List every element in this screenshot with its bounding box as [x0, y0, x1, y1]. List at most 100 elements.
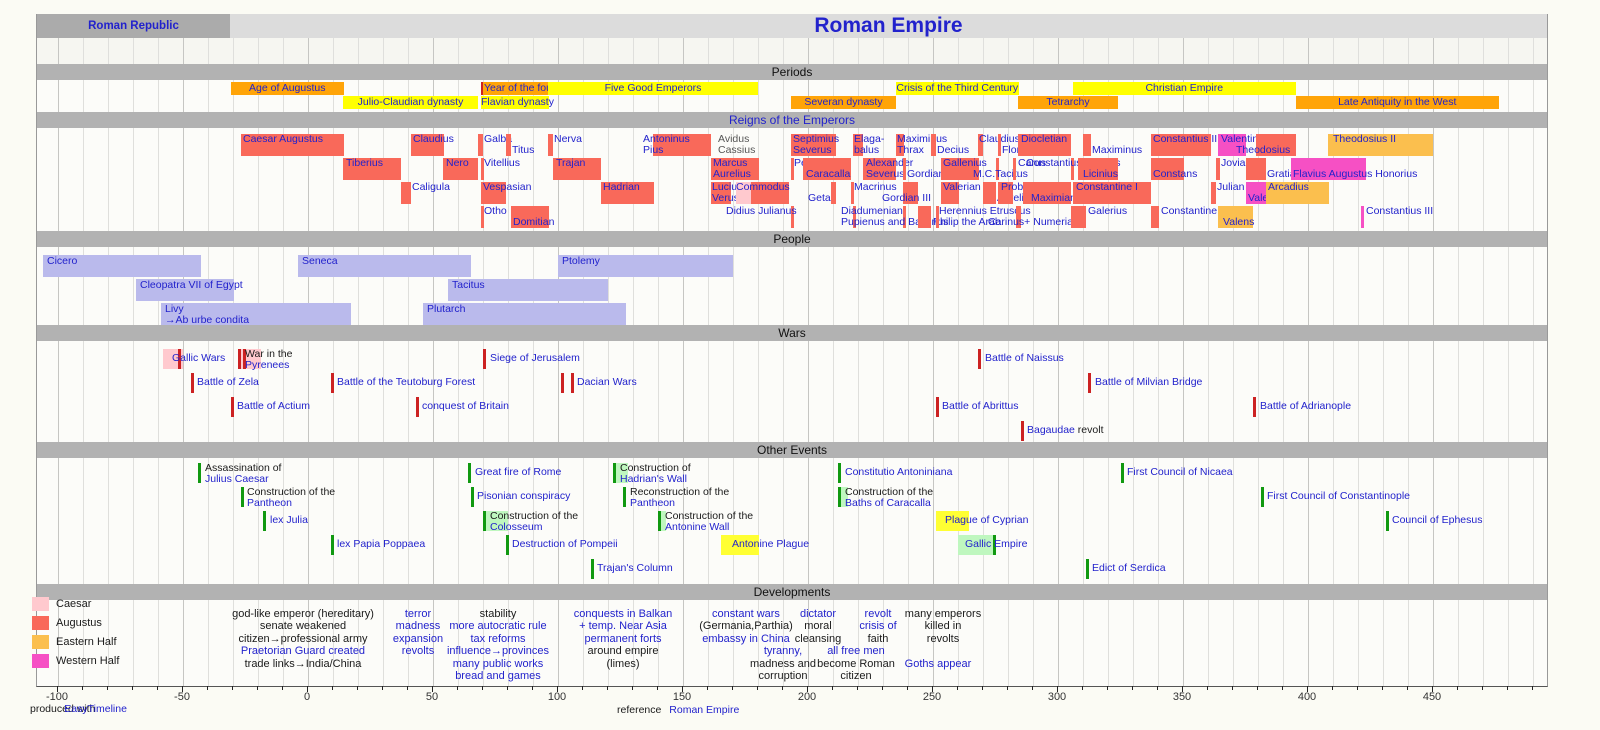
label-text[interactable]: Licinius: [1083, 168, 1119, 180]
development-line[interactable]: revolt: [864, 608, 892, 620]
event-label[interactable]: Construction of the Colosseum: [490, 511, 578, 533]
label-text[interactable]: Caesar Augustus: [243, 133, 323, 145]
label-text[interactable]: Diadumenian: [841, 205, 903, 217]
label-text[interactable]: Claudius: [413, 133, 454, 145]
label-text[interactable]: Nerva: [554, 133, 583, 145]
development-line[interactable]: revolts: [401, 645, 435, 658]
label-text[interactable]: Severus: [793, 144, 832, 156]
label-text[interactable]: Didius Julianus: [726, 205, 797, 217]
label-text[interactable]: Theodosius II: [1333, 133, 1397, 145]
event-label[interactable]: Edict of Serdica: [1092, 563, 1166, 574]
label-text[interactable]: Constitutio Antoniniana: [845, 466, 953, 478]
emperor-label[interactable]: Galerius: [1088, 206, 1127, 217]
event-label[interactable]: Trajan's Column: [597, 563, 673, 574]
label-text[interactable]: Pisonian conspiracy: [477, 490, 571, 502]
label-text[interactable]: Battle of Naissus: [985, 352, 1064, 364]
label-text[interactable]: Battle of the Teutoburg Forest: [337, 376, 476, 388]
label-text[interactable]: Carinus+ Numerian: [988, 216, 1079, 228]
emperor-label[interactable]: Flavius Augustus Honorius: [1293, 169, 1417, 180]
label-text[interactable]: Cicero: [47, 255, 78, 267]
label-text[interactable]: Colosseum: [490, 521, 543, 533]
emperor-label[interactable]: Alexander Severus: [866, 158, 913, 180]
period-label[interactable]: Christian Empire: [1145, 82, 1224, 94]
development-line[interactable]: madness: [395, 620, 441, 633]
label-text[interactable]: Macrinus: [854, 181, 897, 193]
easytimeline-link[interactable]: EasyTimeline: [64, 703, 127, 715]
emperor-label[interactable]: Valerian: [943, 182, 981, 193]
event-label[interactable]: Great fire of Rome: [475, 467, 561, 478]
event-label[interactable]: Battle of Milvian Bridge: [1095, 377, 1202, 388]
emperor-label[interactable]: Vespasian: [483, 182, 531, 193]
label-text[interactable]: Livy: [165, 303, 184, 315]
emperor-label[interactable]: Tiberius: [346, 158, 383, 169]
emperor-label[interactable]: Carus: [1018, 158, 1046, 169]
label-text[interactable]: Gordian III: [882, 192, 932, 204]
emperor-label[interactable]: Vitellius: [484, 158, 520, 169]
label-text[interactable]: Carus: [1018, 157, 1047, 169]
emperor-label[interactable]: Caracalla: [806, 169, 850, 180]
label-text[interactable]: Herennius Etruscus: [939, 205, 1031, 217]
label-text[interactable]: Destruction of Pompeii: [512, 538, 618, 550]
emperor-label[interactable]: Claudius: [413, 134, 454, 145]
label-text[interactable]: Titus: [512, 144, 535, 156]
event-label[interactable]: Battle of the Teutoburg Forest: [337, 377, 475, 388]
label-text[interactable]: Septimius: [793, 133, 840, 145]
period-label[interactable]: Late Antiquity in the West: [1338, 96, 1457, 108]
label-text[interactable]: First Council of Constantinople: [1267, 490, 1410, 502]
label-text[interactable]: Nero: [446, 157, 469, 169]
label-text[interactable]: Trajan's Column: [597, 562, 673, 574]
label-text[interactable]: Gratian: [1267, 168, 1302, 180]
emperor-label[interactable]: Septimius Severus: [793, 134, 839, 156]
event-label[interactable]: First Council of Nicaea: [1127, 467, 1233, 478]
event-label[interactable]: Plague of Cyprian: [945, 515, 1028, 526]
label-text[interactable]: Council of Ephesus: [1392, 514, 1483, 526]
emperor-label[interactable]: Diadumenian: [841, 206, 903, 217]
development-line[interactable]: more autocratic rule: [449, 620, 547, 633]
person-label[interactable]: Cicero: [47, 256, 77, 267]
development-line[interactable]: tyranny,: [763, 645, 803, 658]
period-label[interactable]: Crisis of the Third Century: [896, 82, 1019, 94]
emperor-label[interactable]: Gratian: [1267, 169, 1301, 180]
emperor-label[interactable]: Arcadius: [1268, 182, 1309, 193]
label-text[interactable]: Battle of Actium: [237, 400, 310, 412]
label-text[interactable]: Dacian Wars: [577, 376, 637, 388]
label-text[interactable]: Valens: [1223, 216, 1255, 228]
emperor-label[interactable]: Maximinus: [1092, 145, 1142, 156]
emperor-label[interactable]: Galba: [484, 134, 512, 145]
label-text[interactable]: Philip the Arab: [933, 216, 1001, 228]
label-text[interactable]: Hadrian's Wall: [620, 473, 687, 485]
event-label[interactable]: Battle of Naissus: [985, 353, 1064, 364]
label-text[interactable]: lex Papia Poppaea: [337, 538, 426, 550]
event-label[interactable]: Construction of the Baths of Caracalla: [845, 487, 933, 509]
event-label[interactable]: Assassination of Julius Caesar: [205, 463, 281, 485]
label-text[interactable]: Edict of Serdica: [1092, 562, 1166, 574]
emperor-label[interactable]: Constans: [1153, 169, 1197, 180]
emperor-label[interactable]: Maximinus Thrax: [897, 134, 947, 156]
emperor-label[interactable]: Gallenius: [943, 158, 987, 169]
label-text[interactable]: →Ab urbe condita: [165, 314, 250, 326]
label-text[interactable]: Julius Caesar: [205, 473, 269, 485]
emperor-label[interactable]: Theodosius: [1236, 145, 1290, 156]
emperor-label[interactable]: Diocletian: [1021, 134, 1067, 145]
event-label[interactable]: Bagaudae revolt: [1027, 425, 1103, 436]
emperor-label[interactable]: Pupienus and Balbinus: [841, 217, 948, 228]
event-label[interactable]: Pisonian conspiracy: [477, 491, 570, 502]
label-text[interactable]: M.C.Tacitus: [973, 168, 1028, 180]
emperor-label[interactable]: Carinus+ Numerian: [988, 217, 1079, 228]
event-label[interactable]: Antonine Plague: [732, 539, 809, 550]
event-label[interactable]: lex Julia: [270, 515, 308, 526]
label-text[interactable]: Battle of Adrianople: [1260, 400, 1352, 412]
emperor-label[interactable]: Gordian I+ II: [907, 169, 965, 180]
label-text[interactable]: First Council of Nicaea: [1127, 466, 1233, 478]
label-text[interactable]: Bagaudae: [1027, 424, 1075, 436]
label-text[interactable]: Pantheon: [247, 497, 292, 509]
emperor-label[interactable]: Lucius Verus: [712, 182, 742, 204]
label-text[interactable]: Maximinus: [897, 133, 948, 145]
event-label[interactable]: First Council of Constantinople: [1267, 491, 1410, 502]
label-text[interactable]: Verus: [712, 192, 739, 204]
emperor-label[interactable]: Hadrian: [603, 182, 640, 193]
development-line[interactable]: Praetorian Guard created: [240, 645, 366, 658]
label-text[interactable]: Antoninus: [643, 133, 690, 145]
label-text[interactable]: Tacitus: [452, 279, 485, 291]
label-text[interactable]: Constantius II: [1153, 133, 1218, 145]
